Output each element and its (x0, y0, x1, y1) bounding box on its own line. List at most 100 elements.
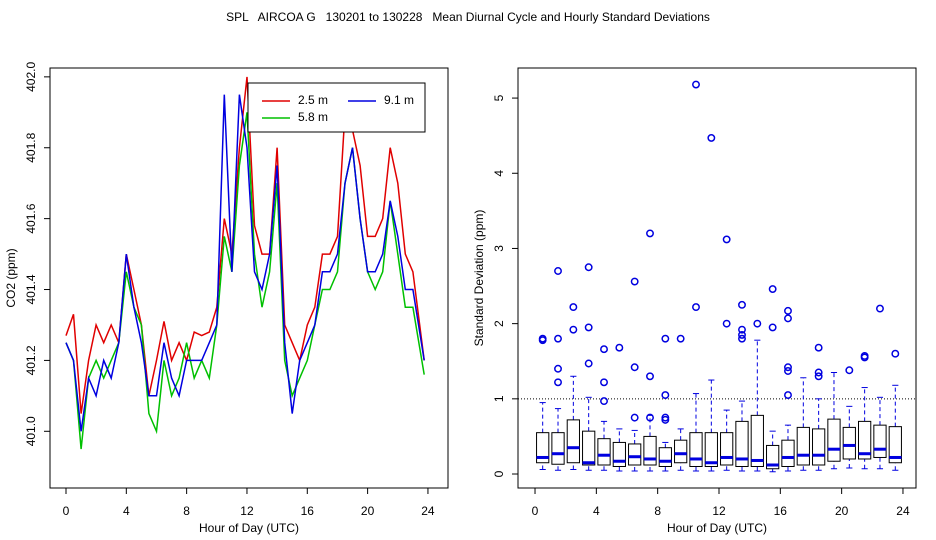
outlier (676, 334, 685, 343)
outlier (600, 397, 608, 406)
x-tick-label: 4 (593, 504, 600, 518)
outlier (692, 303, 700, 312)
outlier (584, 323, 593, 332)
y-tick-label: 4 (492, 170, 506, 177)
box (812, 428, 826, 466)
outlier (600, 345, 608, 354)
x-tick-label: 24 (896, 504, 910, 518)
x-tick-label: 16 (301, 504, 315, 518)
outlier (661, 391, 670, 400)
legend-label: 2.5 m (298, 93, 328, 107)
x-tick-label: 0 (532, 504, 539, 518)
outlier (554, 364, 562, 373)
x-tick-label: 4 (123, 504, 130, 518)
box (612, 441, 626, 467)
box (858, 420, 872, 460)
outlier (722, 319, 731, 328)
outlier (784, 314, 792, 323)
box (750, 414, 764, 467)
outlier (784, 367, 792, 375)
box (888, 426, 902, 464)
box (827, 418, 841, 462)
y-tick-label: 2 (492, 320, 506, 327)
y-tick-label: 1 (492, 395, 506, 402)
x-tick-label: 20 (361, 504, 375, 518)
outlier (845, 366, 854, 375)
outlier (891, 349, 900, 358)
outlier (738, 300, 746, 309)
outlier (814, 343, 823, 352)
outlier (692, 80, 700, 89)
figure-title: SPL AIRCOA G 130201 to 130228 Mean Diurn… (226, 10, 710, 24)
box (842, 426, 856, 460)
outlier (768, 285, 777, 294)
outlier (738, 330, 746, 339)
y-tick-label: 401.4 (24, 274, 38, 304)
x-tick-label: 24 (421, 504, 435, 518)
outlier (554, 267, 562, 275)
outlier (814, 368, 823, 377)
box (536, 432, 550, 464)
outlier (584, 359, 593, 368)
series-line (65, 94, 425, 432)
box (720, 432, 734, 466)
y-tick-label: 401.8 (24, 132, 38, 162)
box (643, 435, 657, 466)
plot-frame (49, 67, 449, 489)
outlier (722, 235, 731, 244)
outlier (538, 336, 547, 345)
y-axis-label: Standard Deviation (ppm) (472, 210, 486, 347)
outlier (661, 415, 670, 424)
outlier (630, 363, 639, 372)
outlier (738, 334, 746, 343)
outlier (584, 263, 593, 272)
box (704, 432, 718, 467)
outlier (615, 343, 624, 352)
outlier (554, 378, 562, 387)
box (582, 430, 596, 466)
x-axis-label: Hour of Day (UTC) (667, 521, 767, 535)
y-tick-label: 401.6 (24, 203, 38, 233)
box (674, 439, 688, 464)
y-tick-label: 401.2 (24, 345, 38, 375)
outlier (646, 372, 654, 381)
outlier (554, 334, 562, 343)
outlier (569, 303, 578, 312)
y-tick-label: 402.0 (24, 62, 38, 92)
box (689, 432, 703, 467)
outlier (784, 306, 792, 315)
y-tick-label: 401.0 (24, 416, 38, 446)
outlier (630, 413, 639, 422)
box (796, 426, 810, 466)
outlier (784, 391, 792, 400)
outlier (753, 319, 762, 328)
outlier (738, 325, 746, 334)
box (566, 419, 580, 464)
box (735, 420, 749, 467)
x-tick-label: 0 (63, 504, 70, 518)
x-tick-label: 12 (712, 504, 726, 518)
y-tick-label: 3 (492, 245, 506, 252)
x-tick-label: 12 (240, 504, 254, 518)
box (551, 432, 565, 465)
box (658, 447, 672, 467)
x-tick-label: 8 (654, 504, 661, 518)
outlier (661, 334, 670, 343)
legend-label: 5.8 m (298, 110, 328, 124)
outlier (814, 372, 823, 381)
outlier (630, 277, 639, 286)
outlier (646, 229, 654, 238)
x-tick-label: 20 (835, 504, 849, 518)
plot-frame (517, 67, 917, 489)
y-tick-label: 0 (492, 470, 506, 477)
y-axis-label: CO2 (ppm) (4, 248, 18, 307)
box (781, 439, 795, 467)
legend-label: 9.1 m (384, 93, 414, 107)
outlier (646, 413, 654, 422)
box (597, 438, 611, 466)
y-tick-label: 5 (492, 94, 506, 101)
box (628, 443, 642, 466)
x-tick-label: 16 (774, 504, 788, 518)
x-tick-label: 8 (183, 504, 190, 518)
series-line (65, 112, 425, 450)
